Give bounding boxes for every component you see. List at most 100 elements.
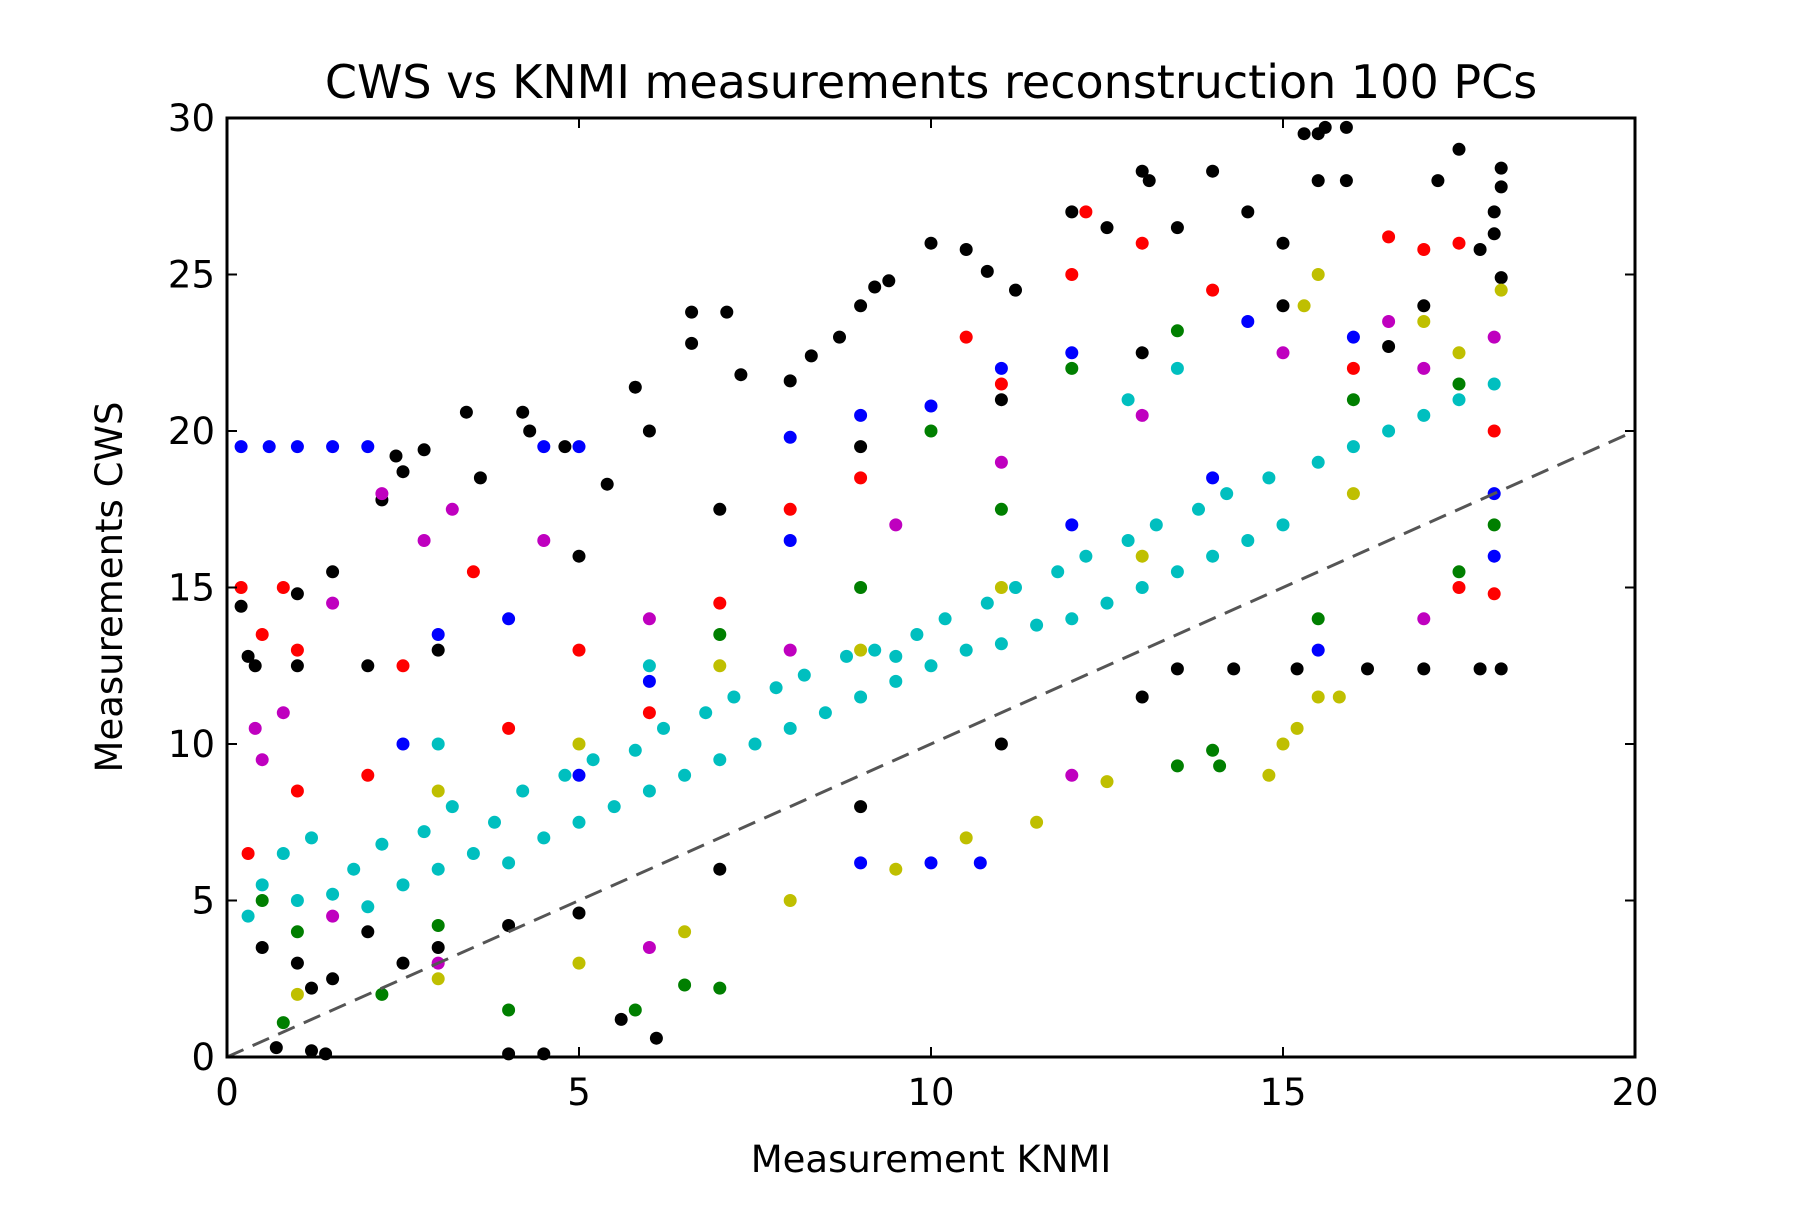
y-axis-label: Measurements CWS <box>88 402 131 773</box>
scatter-point <box>1051 565 1065 579</box>
scatter-point <box>1135 164 1149 178</box>
scatter-point <box>375 487 389 501</box>
scatter-point <box>417 534 431 547</box>
scatter-point <box>854 690 868 704</box>
scatter-point <box>326 440 340 454</box>
scatter-point <box>431 784 445 798</box>
scatter-point <box>1473 243 1487 256</box>
scatter-point <box>473 471 487 485</box>
scatter-point <box>783 721 797 735</box>
scatter-point <box>994 637 1008 651</box>
scatter-point <box>889 649 903 663</box>
scatter-point <box>466 565 480 579</box>
scatter-point <box>1417 612 1431 626</box>
scatter-point <box>840 649 853 663</box>
scatter-point <box>572 906 586 920</box>
scatter-point <box>1318 120 1332 134</box>
scatter-point <box>1142 174 1156 188</box>
scatter-point <box>1213 759 1227 773</box>
scatter-point <box>924 424 938 438</box>
scatter-point <box>1452 142 1466 156</box>
scatter-point <box>1135 346 1149 360</box>
scatter-point <box>431 972 445 986</box>
y-tick-label: 10 <box>168 723 215 766</box>
scatter-point <box>748 737 762 751</box>
scatter-point <box>1417 243 1431 256</box>
scatter-point <box>699 706 713 720</box>
scatter-point <box>1206 743 1220 757</box>
scatter-point <box>516 405 530 419</box>
scatter-point <box>720 305 734 319</box>
scatter-point <box>255 941 269 954</box>
x-tick-label: 20 <box>1611 1071 1658 1114</box>
scatter-point <box>537 831 551 845</box>
scatter-point <box>1170 662 1184 676</box>
scatter-point <box>1290 721 1304 735</box>
scatter-point <box>713 596 727 610</box>
scatter-point <box>241 909 255 923</box>
scatter-point <box>1149 518 1163 532</box>
scatter-point <box>994 361 1008 375</box>
scatter-point <box>558 440 572 454</box>
x-tick-label: 10 <box>907 1071 954 1114</box>
scatter-point <box>361 440 375 454</box>
scatter-point <box>1170 565 1184 579</box>
scatter-point <box>248 721 262 735</box>
scatter-point <box>431 628 445 641</box>
scatter-point <box>276 706 290 720</box>
scatter-point <box>1276 236 1290 250</box>
scatter-point <box>889 674 903 688</box>
scatter-point <box>854 643 868 657</box>
scatter-point <box>642 706 656 720</box>
scatter-point <box>1417 408 1431 422</box>
scatter-point <box>1206 164 1220 178</box>
scatter-point <box>445 502 459 516</box>
scatter-point <box>642 424 656 438</box>
scatter-point <box>685 305 699 319</box>
scatter-point <box>1332 690 1346 704</box>
scatter-point <box>769 681 783 695</box>
scatter-point <box>642 784 656 798</box>
scatter-point <box>713 862 727 876</box>
scatter-point <box>502 1003 516 1017</box>
scatter-point <box>1135 690 1149 704</box>
scatter-point <box>1494 180 1508 194</box>
scatter-point <box>1311 643 1325 657</box>
scatter-point <box>1297 299 1311 313</box>
scatter-point <box>572 956 586 970</box>
scatter-point <box>1135 236 1149 250</box>
scatter-point <box>326 596 340 610</box>
scatter-point <box>1346 440 1360 454</box>
scatter-point <box>572 549 586 563</box>
scatter-point <box>1473 662 1487 676</box>
scatter-point <box>685 336 699 350</box>
scatter-point <box>783 502 797 516</box>
scatter-point <box>854 856 868 870</box>
scatter-point <box>361 768 375 782</box>
scatter-point <box>1220 487 1234 501</box>
scatter-point <box>924 236 938 250</box>
scatter-point <box>255 628 269 641</box>
scatter-point <box>783 894 797 907</box>
scatter-point <box>1494 662 1508 676</box>
scatter-point <box>1487 424 1501 438</box>
scatter-point <box>642 659 656 673</box>
scatter-point <box>431 941 445 954</box>
scatter-point <box>1311 690 1325 704</box>
scatter-point <box>1487 549 1501 563</box>
scatter-point <box>1262 768 1276 782</box>
scatter-point <box>959 243 973 256</box>
scatter-point <box>1206 549 1220 563</box>
scatter-point <box>1452 393 1466 407</box>
scatter-point <box>938 612 952 626</box>
scatter-point <box>290 956 304 970</box>
scatter-point <box>262 440 276 454</box>
scatter-point <box>488 815 501 829</box>
scatter-point <box>1431 174 1445 188</box>
scatter-point <box>994 455 1008 469</box>
scatter-point <box>1346 487 1360 501</box>
scatter-point <box>1030 815 1044 829</box>
scatter-point <box>1382 340 1396 353</box>
scatter-point <box>642 674 656 688</box>
